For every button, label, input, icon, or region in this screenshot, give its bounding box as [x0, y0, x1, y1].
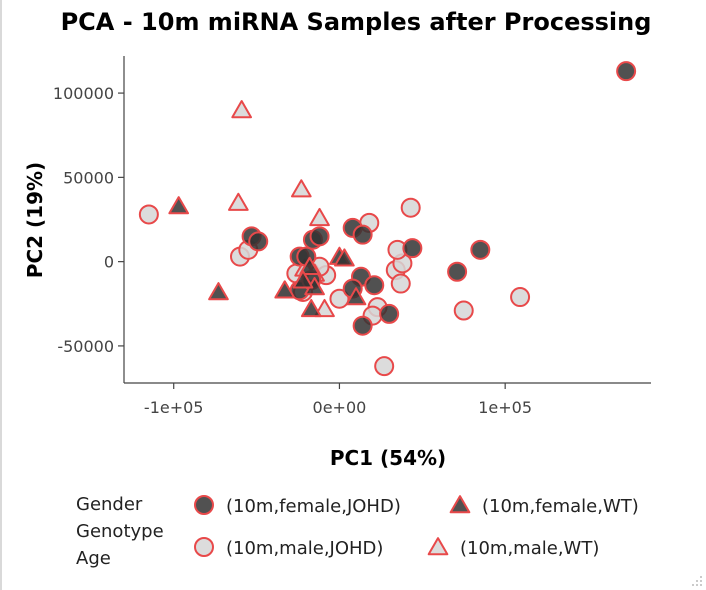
data-point-circle — [379, 303, 400, 324]
y-tick-label: -50000 — [57, 337, 114, 356]
legend-label: (10m,female,WT) — [482, 496, 639, 517]
legend-title-genotype: Genotype — [76, 521, 164, 542]
data-point-triangle — [231, 100, 253, 119]
data-point-circle — [248, 231, 269, 252]
data-point-triangle — [314, 298, 335, 318]
x-tick-label: -1e+05 — [144, 398, 204, 417]
data-point-circle — [352, 315, 373, 336]
y-tick-label: 100000 — [53, 84, 114, 103]
data-point-triangle — [345, 287, 367, 306]
data-point-triangle — [292, 270, 314, 289]
y-tick-label: 0 — [104, 253, 114, 272]
data-point-circle — [374, 356, 395, 377]
data-points — [138, 61, 637, 377]
data-point-triangle — [227, 192, 249, 211]
legend-title-age: Age — [76, 548, 111, 569]
legend-marker-circle — [194, 495, 214, 515]
data-point-circle — [616, 61, 637, 82]
data-point-triangle — [274, 280, 296, 299]
legend-marker-triangle — [427, 537, 449, 556]
window-left-border — [0, 0, 2, 590]
legend-label: (10m,female,JOHD) — [226, 496, 401, 517]
x-tick-label: 0e+00 — [313, 398, 367, 417]
plot-area: 100000 50000 0 -50000 -1e+05 0e+00 1e+05 — [53, 56, 651, 417]
y-axis-label: PC2 (19%) — [23, 162, 47, 278]
data-point-triangle — [300, 298, 322, 318]
data-point-triangle — [299, 256, 320, 275]
x-axis-label: PC1 (54%) — [330, 446, 446, 470]
data-point-triangle — [290, 179, 312, 198]
y-tick-label: 50000 — [63, 168, 114, 187]
data-point-triangle — [208, 282, 229, 301]
legend-marker-triangle — [449, 495, 471, 514]
data-point-triangle — [168, 196, 190, 215]
x-ticks: -1e+05 0e+00 1e+05 — [144, 383, 532, 417]
y-ticks: 100000 50000 0 -50000 — [53, 84, 124, 356]
legend-title-gender: Gender — [76, 494, 143, 515]
resize-grip-icon[interactable] — [691, 575, 703, 587]
data-point-circle — [352, 224, 373, 245]
data-point-triangle — [309, 207, 330, 227]
legend-label: (10m,male,WT) — [460, 538, 599, 559]
data-point-circle — [447, 261, 468, 282]
data-point-circle — [400, 197, 421, 218]
data-point-triangle — [334, 248, 355, 267]
legend: Gender Genotype Age (10m,female,JOHD) (10… — [76, 494, 639, 569]
x-tick-label: 1e+05 — [478, 398, 532, 417]
data-point-circle — [364, 275, 385, 296]
data-point-circle — [470, 239, 491, 260]
data-point-circle — [453, 300, 474, 321]
legend-label: (10m,male,JOHD) — [226, 538, 383, 559]
chart-title: PCA - 10m miRNA Samples after Processing — [61, 8, 652, 36]
legend-marker-circle — [194, 537, 214, 557]
data-point-circle — [402, 238, 423, 259]
data-point-circle — [329, 288, 350, 309]
data-point-circle — [309, 226, 330, 247]
legend-items: (10m,female,JOHD) (10m,female,WT) (10m,mal… — [194, 495, 639, 559]
data-point-circle — [390, 273, 411, 294]
data-point-circle — [510, 287, 531, 308]
data-point-circle — [138, 204, 159, 225]
